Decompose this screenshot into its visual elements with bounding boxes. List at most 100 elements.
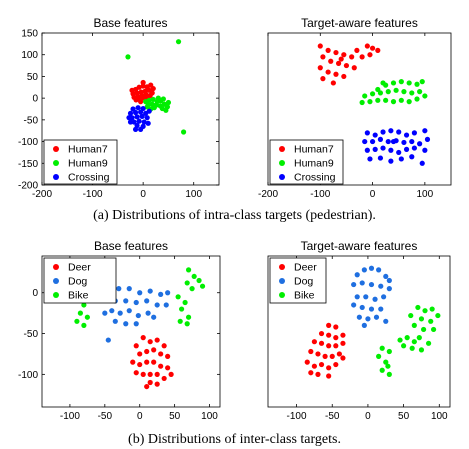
data-point <box>175 294 181 300</box>
data-point <box>398 156 404 162</box>
data-point <box>349 54 355 60</box>
data-point <box>359 99 365 106</box>
data-point <box>338 56 344 62</box>
data-point <box>379 367 385 373</box>
data-point <box>328 58 334 64</box>
data-point <box>386 286 392 292</box>
series-human7 <box>317 43 381 86</box>
data-point <box>81 322 87 328</box>
data-point <box>365 316 371 322</box>
data-point <box>364 147 370 153</box>
data-point <box>112 318 118 324</box>
data-point <box>133 343 139 349</box>
data-point <box>414 81 420 87</box>
data-point <box>379 345 385 351</box>
data-point <box>145 310 151 316</box>
data-point <box>117 310 123 316</box>
data-point <box>311 363 317 369</box>
data-point <box>409 154 415 160</box>
data-point <box>396 129 402 135</box>
axes-frame <box>41 32 220 186</box>
data-point <box>158 351 164 357</box>
data-point <box>308 348 314 355</box>
data-point <box>151 314 157 320</box>
data-point <box>81 302 87 308</box>
data-point <box>417 141 423 147</box>
data-point <box>401 343 407 349</box>
x-tick-label: 100 <box>431 411 448 422</box>
data-point <box>126 115 132 121</box>
data-point <box>401 89 407 95</box>
x-tick-label: 50 <box>169 411 181 422</box>
chart-title: Target-aware features <box>301 239 418 253</box>
data-point <box>388 147 394 153</box>
y-tick-label: 150 <box>21 29 38 40</box>
data-point <box>154 381 160 387</box>
y-tick-label: -150 <box>18 159 38 170</box>
data-point <box>383 273 389 280</box>
y-tick-label: -100 <box>18 370 38 381</box>
data-point <box>138 109 144 115</box>
x-tick-label: -100 <box>310 189 330 200</box>
data-point <box>359 280 365 286</box>
data-point <box>403 132 410 138</box>
data-point <box>175 39 182 45</box>
data-point <box>340 340 346 346</box>
data-point <box>428 318 434 324</box>
data-point <box>315 371 321 377</box>
data-point <box>351 281 357 288</box>
data-point <box>430 326 437 333</box>
axes-frame <box>267 32 452 186</box>
data-point <box>145 120 151 126</box>
data-point <box>416 335 422 341</box>
legend-marker <box>279 174 285 180</box>
chart-title: Base features <box>93 16 167 30</box>
data-point <box>393 87 399 93</box>
legend-marker <box>53 146 59 152</box>
data-point <box>133 370 139 376</box>
x-tick-label: -100 <box>83 189 103 200</box>
data-point <box>388 158 394 164</box>
data-point <box>420 326 427 333</box>
data-point <box>388 128 394 134</box>
y-tick-label: 0 <box>32 288 38 299</box>
data-point <box>369 91 376 97</box>
data-point <box>133 97 139 103</box>
data-point <box>411 145 417 151</box>
data-point <box>375 97 381 103</box>
data-point <box>333 49 339 56</box>
legend-marker <box>279 160 285 166</box>
x-tick-label: 100 <box>201 411 218 422</box>
legend: Deer Dog Bike <box>269 257 327 304</box>
data-point <box>403 146 410 152</box>
data-point <box>390 99 397 105</box>
data-point <box>147 339 153 345</box>
data-point <box>368 265 375 271</box>
data-point <box>163 302 169 308</box>
data-point <box>160 96 166 102</box>
data-point <box>361 267 367 273</box>
x-tick-label: -200 <box>32 189 52 200</box>
data-point <box>132 126 139 133</box>
data-point <box>409 90 415 96</box>
data-point <box>125 54 131 60</box>
x-tick-label: 0 <box>140 189 146 200</box>
data-point <box>333 361 339 368</box>
x-tick-label: 50 <box>398 411 410 422</box>
data-point <box>154 302 160 308</box>
series-bike <box>74 267 206 328</box>
data-point <box>367 52 373 58</box>
scatter-panel-a-target: Target-aware features-200 -100 0 100Human7H… <box>258 16 452 200</box>
data-point <box>386 277 392 284</box>
data-point <box>315 351 321 357</box>
data-point <box>359 54 365 60</box>
series-human9 <box>359 79 428 106</box>
data-point <box>340 332 346 338</box>
data-point <box>165 365 171 371</box>
data-point <box>367 156 373 162</box>
data-point <box>140 335 146 341</box>
data-point <box>386 371 392 377</box>
data-point <box>136 84 142 90</box>
data-point <box>151 347 157 353</box>
